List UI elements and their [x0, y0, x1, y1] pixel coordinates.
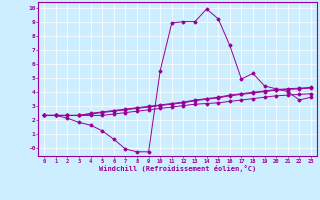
X-axis label: Windchill (Refroidissement éolien,°C): Windchill (Refroidissement éolien,°C) [99, 165, 256, 172]
